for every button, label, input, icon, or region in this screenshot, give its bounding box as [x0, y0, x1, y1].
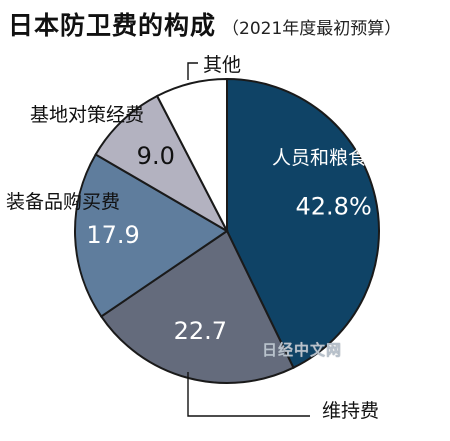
pie-slice [226, 77, 380, 370]
pie-slice [94, 94, 230, 234]
slice-value-label: 17.9 [86, 221, 139, 249]
chart-subtitle: （2021年度最初预算） [222, 19, 402, 39]
chart-title-row: 日本防卫费的构成 （2021年度最初预算） [8, 6, 401, 42]
slice-value-label: 42.8% [296, 192, 372, 220]
slice-category-label: 基地对策经费 [30, 104, 144, 126]
pie-slice [74, 153, 229, 318]
chart-title: 日本防卫费的构成 [8, 11, 217, 40]
pie-slice [155, 77, 228, 232]
slice-category-label: 维持费 [322, 400, 379, 422]
slice-value-label: 22.7 [174, 317, 227, 345]
watermark: 日经中文网 [262, 341, 343, 359]
slice-category-label: 装备品购买费 [6, 191, 120, 213]
slice-value-label: 9.0 [137, 142, 175, 170]
leader-line [187, 62, 198, 80]
slice-category-label: 人员和粮食经费 [272, 147, 405, 169]
slice-category-label: 其他 [203, 54, 241, 76]
leader-line [187, 372, 310, 417]
